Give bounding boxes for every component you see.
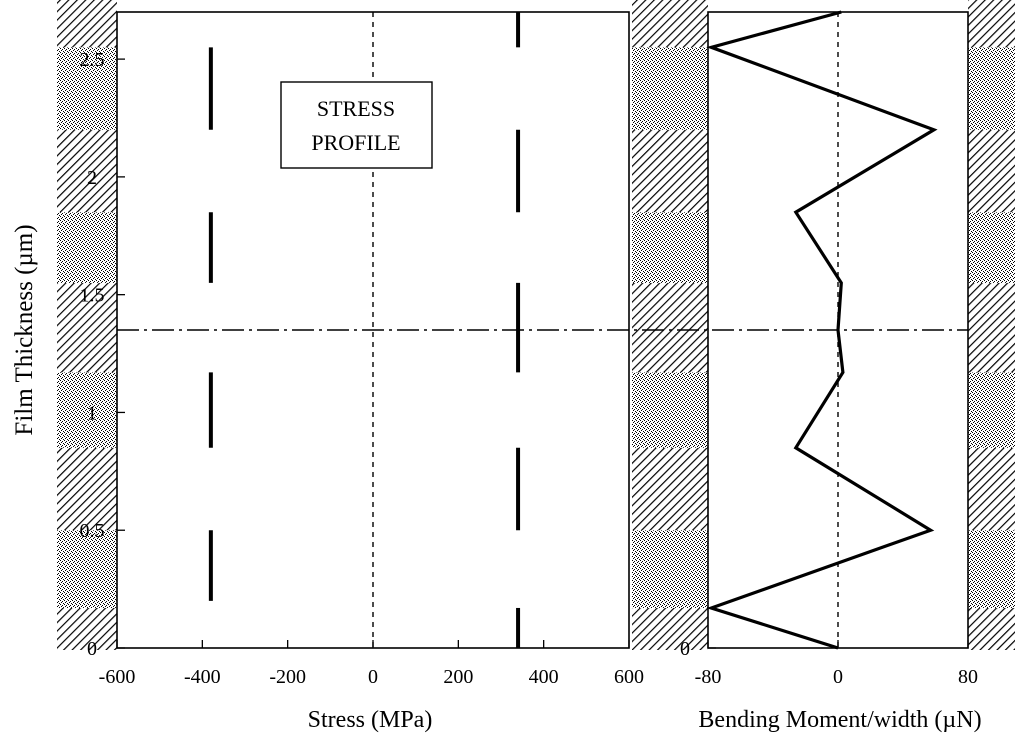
stress-x-tick-label: 0 [368,666,378,688]
stress-profile-annotation: STRESS PROFILE [280,81,433,169]
annotation-line-1: STRESS [317,96,395,121]
stress-x-tick-label: -400 [184,666,221,688]
hatch-band [968,282,1015,373]
hatch-band [632,530,708,608]
hatch-band [57,129,117,213]
annotation-box [280,81,433,169]
stress-series [208,12,521,648]
stress-x-tick-label: 600 [614,666,644,688]
moment-x-tick-label: -80 [695,666,722,688]
hatch-strip-left [57,0,117,650]
hatch-band [968,447,1015,531]
hatch-band [57,47,117,130]
hatch-band [968,47,1015,130]
hatch-band [57,282,117,373]
moment-x-ticks: -80 0 80 [695,640,978,688]
hatch-band [57,607,117,650]
hatch-band [632,212,708,283]
hatch-band [57,212,117,283]
stress-x-tick-label: -200 [269,666,306,688]
moment-x-axis-label: Bending Moment/width (µN) [698,707,981,733]
hatch-band [57,447,117,531]
hatch-band [968,530,1015,608]
hatch-band [632,607,708,650]
hatch-strip-right [968,0,1015,650]
moment-x-tick-label: 80 [958,666,978,688]
hatch-band [57,0,117,48]
hatch-band [632,282,708,373]
hatch-band [968,607,1015,650]
hatch-band [968,372,1015,448]
hatch-band [632,447,708,531]
hatch-band [57,530,117,608]
hatch-band [968,212,1015,283]
stress-x-ticks: -600 -400 -200 0 200 400 600 [99,640,644,688]
moment-x-tick-label: 0 [833,666,843,688]
annotation-line-2: PROFILE [311,130,400,155]
stress-y-tick-label: 2 [87,167,97,189]
y-axis-label: Film Thickness (µm) [11,224,38,435]
hatch-band [632,47,708,130]
stress-y-tick-label: 1.5 [80,285,105,307]
moment-panel: -80 0 80 0 Bending Moment/width (µN) [680,10,982,733]
hatch-band [57,372,117,448]
stress-y-tick-label: 0 [87,638,97,660]
stress-x-tick-label: 200 [443,666,473,688]
stress-y-tick-label: 0.5 [80,520,105,542]
moment-y-tick-label: 0 [680,638,690,660]
hatch-band [632,129,708,213]
stress-y-ticks: 0 0.5 1 1.5 2 2.5 [80,49,125,660]
stress-y-tick-label: 1 [87,402,97,424]
stress-x-tick-label: 400 [529,666,559,688]
stress-x-tick-label: -600 [99,666,136,688]
hatch-strip-middle [632,0,708,650]
hatch-band [632,0,708,48]
hatch-band [968,0,1015,48]
hatch-band [632,372,708,448]
stress-x-axis-label: Stress (MPa) [308,707,433,733]
moment-y-ticks: 0 [680,638,716,660]
hatch-band [968,129,1015,213]
stress-y-tick-label: 2.5 [80,49,105,71]
